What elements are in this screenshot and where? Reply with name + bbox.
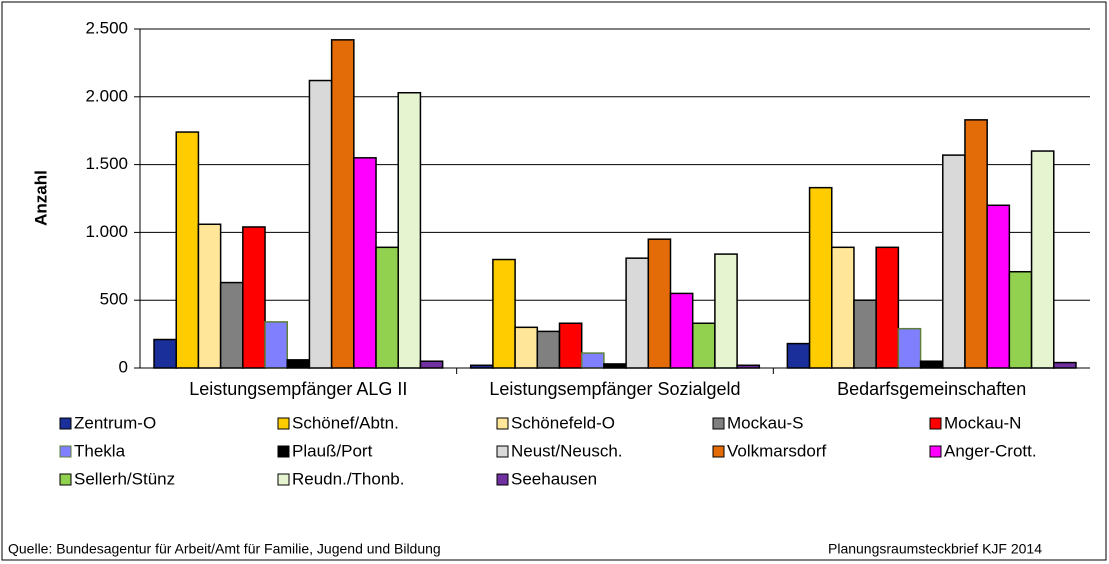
legend-swatch bbox=[496, 445, 509, 458]
bar bbox=[1053, 361, 1077, 369]
legend-swatch bbox=[929, 417, 942, 430]
legend-label: Neust/Neusch. bbox=[511, 441, 623, 460]
y-tick-label: 500 bbox=[100, 290, 128, 309]
bar bbox=[1030, 150, 1055, 369]
legend-swatch bbox=[712, 417, 725, 430]
legend-label: Schönef/Abtn. bbox=[292, 413, 399, 432]
bar bbox=[580, 352, 605, 369]
bar bbox=[175, 131, 200, 369]
legend-label: Sellerh/Stünz bbox=[74, 469, 175, 488]
y-tick-label: 0 bbox=[119, 357, 128, 376]
legend-swatch bbox=[277, 445, 290, 458]
bar bbox=[875, 246, 900, 369]
legend-label: Schönefeld-O bbox=[511, 413, 615, 432]
legend-swatch bbox=[496, 417, 509, 430]
y-tick-label: 2.000 bbox=[85, 86, 128, 105]
bar bbox=[691, 322, 716, 369]
bar bbox=[603, 363, 627, 369]
bar bbox=[897, 327, 922, 369]
bar bbox=[942, 154, 966, 369]
bar bbox=[786, 342, 811, 369]
y-tick-label: 1.000 bbox=[85, 222, 128, 241]
legend-label: Zentrum-O bbox=[74, 413, 156, 432]
y-axis-label: Anzahl bbox=[31, 170, 50, 226]
bar bbox=[714, 253, 738, 369]
x-tick-label: Leistungsempfänger ALG II bbox=[189, 379, 408, 399]
bar bbox=[514, 326, 539, 369]
legend-swatch bbox=[496, 473, 509, 486]
legend-swatch bbox=[277, 417, 290, 430]
legend-label: Plauß/Port bbox=[292, 441, 373, 460]
bar bbox=[808, 186, 833, 369]
bar bbox=[964, 119, 988, 369]
bar bbox=[647, 238, 672, 369]
footer-right: Planungsraumsteckbrief KJF 2014 bbox=[828, 541, 1042, 557]
x-tick-label: Leistungsempfänger Sozialgeld bbox=[489, 379, 741, 399]
bar bbox=[492, 258, 516, 369]
bar bbox=[375, 246, 399, 369]
bar bbox=[986, 204, 1011, 369]
legend-swatch bbox=[59, 445, 72, 458]
legend-label: Volkmarsdorf bbox=[727, 441, 826, 460]
source: Quelle: Bundesagentur für Arbeit/Amt für… bbox=[8, 541, 441, 557]
bar bbox=[308, 79, 333, 369]
bar bbox=[558, 322, 583, 369]
legend-label: Thekla bbox=[74, 441, 126, 460]
bar bbox=[1008, 270, 1033, 369]
legend-swatch bbox=[277, 473, 290, 486]
bar bbox=[353, 157, 377, 369]
bar bbox=[669, 292, 694, 369]
bar bbox=[330, 39, 355, 369]
bar bbox=[919, 360, 944, 369]
bar bbox=[625, 257, 650, 369]
legend-swatch bbox=[712, 445, 725, 458]
legend-label: Seehausen bbox=[511, 469, 597, 488]
bar bbox=[831, 246, 855, 369]
legend-label: Mockau-S bbox=[727, 413, 804, 432]
bar bbox=[853, 299, 877, 369]
bar bbox=[197, 223, 222, 369]
bar bbox=[397, 91, 422, 369]
y-tick-label: 1.500 bbox=[85, 154, 128, 173]
bar bbox=[153, 338, 177, 369]
bar bbox=[264, 321, 288, 369]
bar bbox=[286, 359, 311, 369]
bar bbox=[242, 226, 266, 369]
x-tick-label: Bedarfsgemeinschaften bbox=[837, 379, 1027, 399]
legend-swatch bbox=[929, 445, 942, 458]
bar bbox=[536, 330, 561, 369]
legend-label: Mockau-N bbox=[944, 413, 1021, 432]
bar bbox=[219, 281, 244, 369]
y-tick-label: 2.500 bbox=[85, 18, 128, 37]
legend-label: Reudn./Thonb. bbox=[292, 469, 404, 488]
legend-swatch bbox=[59, 473, 72, 486]
legend-label: Anger-Crott. bbox=[944, 441, 1037, 460]
legend-swatch bbox=[59, 417, 72, 430]
bar bbox=[419, 360, 444, 369]
